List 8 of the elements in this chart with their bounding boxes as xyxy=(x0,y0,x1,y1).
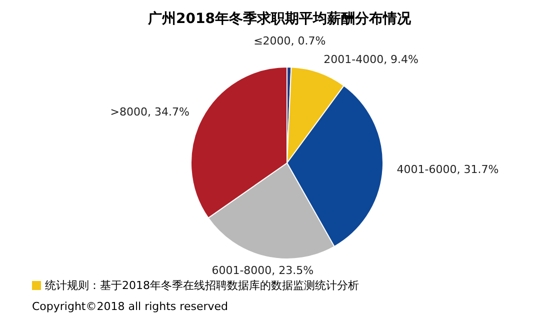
data-label: 4001-6000, 31.7% xyxy=(396,163,499,176)
data-label: 6001-8000, 23.5% xyxy=(212,264,314,277)
text: Copyright©2018 all rights reserved xyxy=(32,300,228,313)
data-label: ≤2000, 0.7% xyxy=(254,34,326,48)
data-label: 2001-4000, 9.4% xyxy=(324,52,419,66)
chart-title: 广州2018年冬季求职期平均薪酬分布情况 xyxy=(146,10,412,29)
data-label: >8000, 34.7% xyxy=(110,106,190,119)
text: 统计规则：基于2018年冬季在线招聘数据库的数据监测统计分析 xyxy=(45,278,359,293)
